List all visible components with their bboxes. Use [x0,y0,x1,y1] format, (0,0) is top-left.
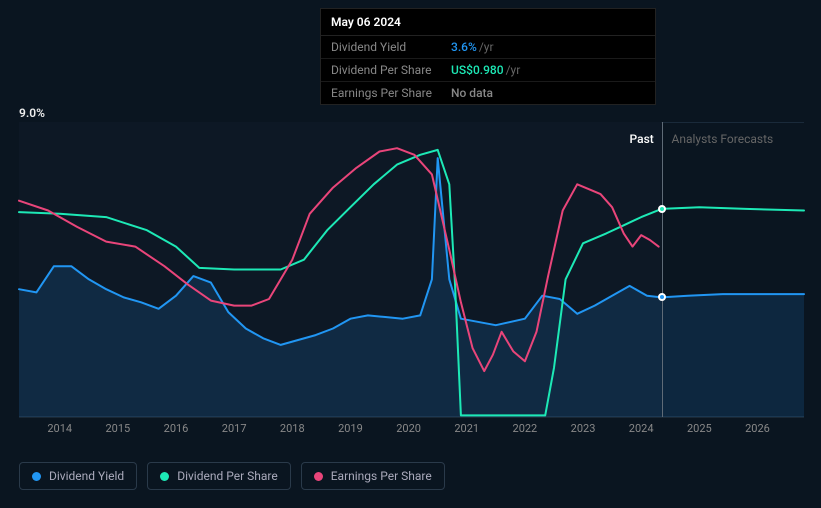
tooltip-row-value: 3.6% [451,40,477,54]
legend-item-dividend-per-share[interactable]: Dividend Per Share [147,462,291,490]
plot-area[interactable] [19,122,804,417]
chart-tooltip: May 06 2024 Dividend Yield3.6%/yrDividen… [320,8,656,105]
tooltip-row-unit: /yr [479,40,494,54]
chart-container: 9.0% 0% Past Analysts Forecasts 20142015… [19,110,804,440]
legend-dot-icon [160,472,169,481]
tooltip-row-unit: /yr [506,63,521,77]
tooltip-row-value: US$0.980 [451,63,504,77]
x-tick-label: 2021 [454,422,479,435]
x-tick-label: 2019 [338,422,363,435]
legend-dot-icon [314,472,323,481]
tooltip-row-label: Earnings Per Share [331,86,451,100]
legend-item-earnings-per-share[interactable]: Earnings Per Share [301,462,445,490]
x-tick-label: 2026 [745,422,770,435]
hover-line [662,122,663,417]
x-tick-label: 2020 [396,422,421,435]
legend-label: Dividend Per Share [177,469,278,483]
chart-marker [658,205,666,213]
tooltip-row-label: Dividend Per Share [331,63,451,77]
x-tick-label: 2014 [47,422,72,435]
legend-label: Earnings Per Share [331,469,432,483]
x-tick-label: 2025 [687,422,712,435]
x-tick-label: 2015 [105,422,130,435]
x-axis: 2014 2015 2016 2017 2018 2019 2020 2021 2022 2023… [19,422,804,440]
legend-dot-icon [32,472,41,481]
legend-item-dividend-yield[interactable]: Dividend Yield [19,462,137,490]
x-tick-label: 2024 [629,422,654,435]
x-tick-label: 2023 [571,422,596,435]
tooltip-row-value: No data [451,86,493,100]
legend-label: Dividend Yield [49,469,124,483]
past-label: Past [630,132,654,146]
tooltip-row: Earnings Per ShareNo data [321,81,655,104]
chart-marker [658,293,666,301]
chart-legend: Dividend Yield Dividend Per Share Earnin… [19,462,445,490]
tooltip-row-label: Dividend Yield [331,40,451,54]
tooltip-row: Dividend Per ShareUS$0.980/yr [321,58,655,81]
tooltip-row: Dividend Yield3.6%/yr [321,36,655,58]
y-axis-max-label: 9.0% [19,106,45,120]
future-label: Analysts Forecasts [672,132,774,146]
x-tick-label: 2018 [280,422,305,435]
tooltip-date: May 06 2024 [321,9,655,36]
x-tick-label: 2017 [222,422,247,435]
x-tick-label: 2022 [513,422,538,435]
x-tick-label: 2016 [164,422,189,435]
chart-svg [19,122,804,417]
